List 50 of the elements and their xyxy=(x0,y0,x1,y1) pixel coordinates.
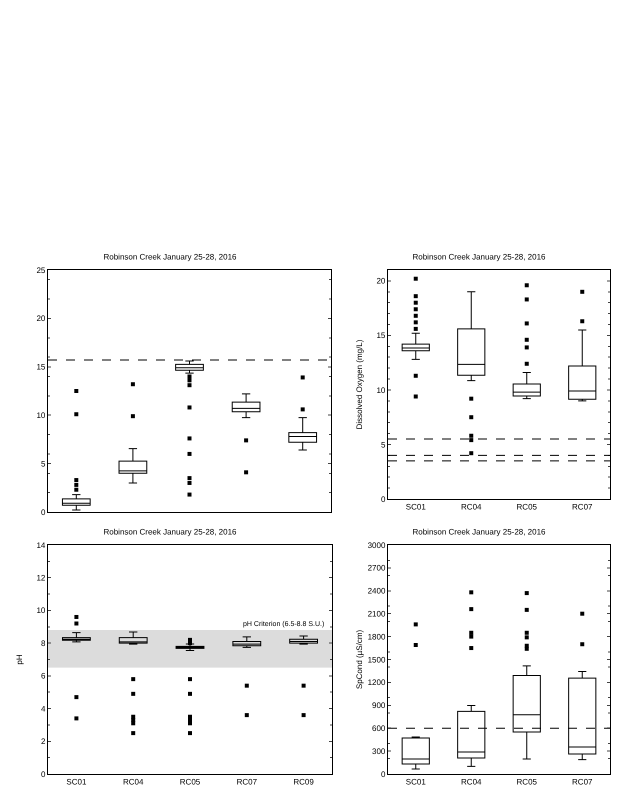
x-tick-label: RC05 xyxy=(516,778,538,787)
x-tick-label: RC07 xyxy=(572,778,594,787)
x-tick-label: RC05 xyxy=(516,502,538,512)
y-tick-label: 15 xyxy=(36,362,46,372)
y-tick-label: 2 xyxy=(40,737,46,746)
x-tick-label: RC07 xyxy=(236,778,258,787)
y-axis-title: SpCond (µS/cm) xyxy=(355,630,364,690)
y-tick-label: 12 xyxy=(36,574,46,583)
x-tick-label: RC09 xyxy=(293,778,314,787)
chart-title: Robinson Creek January 25-28, 2016 xyxy=(104,528,238,537)
y-tick-label: 4 xyxy=(40,704,46,714)
y-tick-label: 5 xyxy=(40,459,46,468)
y-tick-label: 1500 xyxy=(368,655,386,664)
y-tick-label: 25 xyxy=(36,266,46,275)
y-tick-label: 20 xyxy=(376,276,386,286)
y-tick-label: 10 xyxy=(376,386,386,395)
x-tick-label: RC07 xyxy=(572,502,594,512)
y-tick-label: 6 xyxy=(40,672,46,681)
y-tick-label: 2100 xyxy=(368,610,386,618)
y-tick-label: 0 xyxy=(380,770,386,779)
y-tick-label: 0 xyxy=(40,770,46,779)
y-tick-label: 2400 xyxy=(368,586,386,596)
y-tick-label: 2700 xyxy=(368,564,386,573)
y-axis-title: pH xyxy=(15,654,24,665)
y-tick-label: 300 xyxy=(372,746,386,756)
x-tick-label: SC01 xyxy=(406,502,426,512)
y-tick-label: 900 xyxy=(372,701,386,710)
y-tick-label: 14 xyxy=(36,540,46,550)
y-tick-label: 0 xyxy=(40,508,46,517)
x-tick-label: RC04 xyxy=(122,778,144,787)
y-tick-label: 600 xyxy=(372,724,386,733)
x-tick-label: SC01 xyxy=(66,778,87,787)
x-tick-label: RC05 xyxy=(180,778,201,787)
y-tick-label: 10 xyxy=(36,606,46,616)
y-tick-label: 1800 xyxy=(368,632,386,642)
y-tick-label: 8 xyxy=(40,638,46,648)
y-tick-label: 15 xyxy=(376,331,386,340)
chart-title: Robinson Creek January 25-28, 2016 xyxy=(104,252,238,262)
y-tick-label: 3000 xyxy=(368,540,386,550)
chart-title: Robinson Creek January 25-28, 2016 xyxy=(412,528,546,537)
y-axis-title: Dissolved Oxygen (mg/L) xyxy=(355,339,364,430)
chart-title: Robinson Creek January 25-28, 2016 xyxy=(412,252,546,262)
y-tick-label: 1200 xyxy=(368,678,386,688)
y-tick-label: 20 xyxy=(36,314,46,324)
x-tick-label: RC04 xyxy=(461,502,482,512)
y-tick-label: 0 xyxy=(380,494,386,504)
y-tick-label: 5 xyxy=(380,440,386,450)
x-tick-label: RC04 xyxy=(461,778,482,787)
y-tick-label: 10 xyxy=(36,411,46,420)
x-tick-label: SC01 xyxy=(406,778,426,787)
